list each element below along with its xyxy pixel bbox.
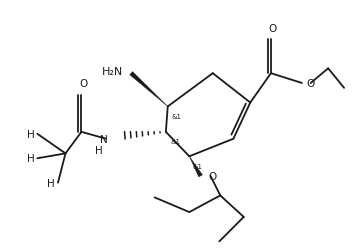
Text: N: N <box>100 134 108 144</box>
Polygon shape <box>189 157 202 177</box>
Text: H: H <box>47 178 55 188</box>
Text: H: H <box>95 146 103 156</box>
Text: O: O <box>306 79 314 89</box>
Text: &1: &1 <box>170 139 180 145</box>
Text: O: O <box>79 79 87 89</box>
Polygon shape <box>130 72 168 107</box>
Text: H: H <box>27 129 34 139</box>
Text: O: O <box>208 171 217 181</box>
Text: H₂N: H₂N <box>102 67 124 77</box>
Text: &1: &1 <box>172 114 182 120</box>
Text: &1: &1 <box>193 164 203 170</box>
Text: O: O <box>268 23 277 34</box>
Text: H: H <box>27 154 34 164</box>
